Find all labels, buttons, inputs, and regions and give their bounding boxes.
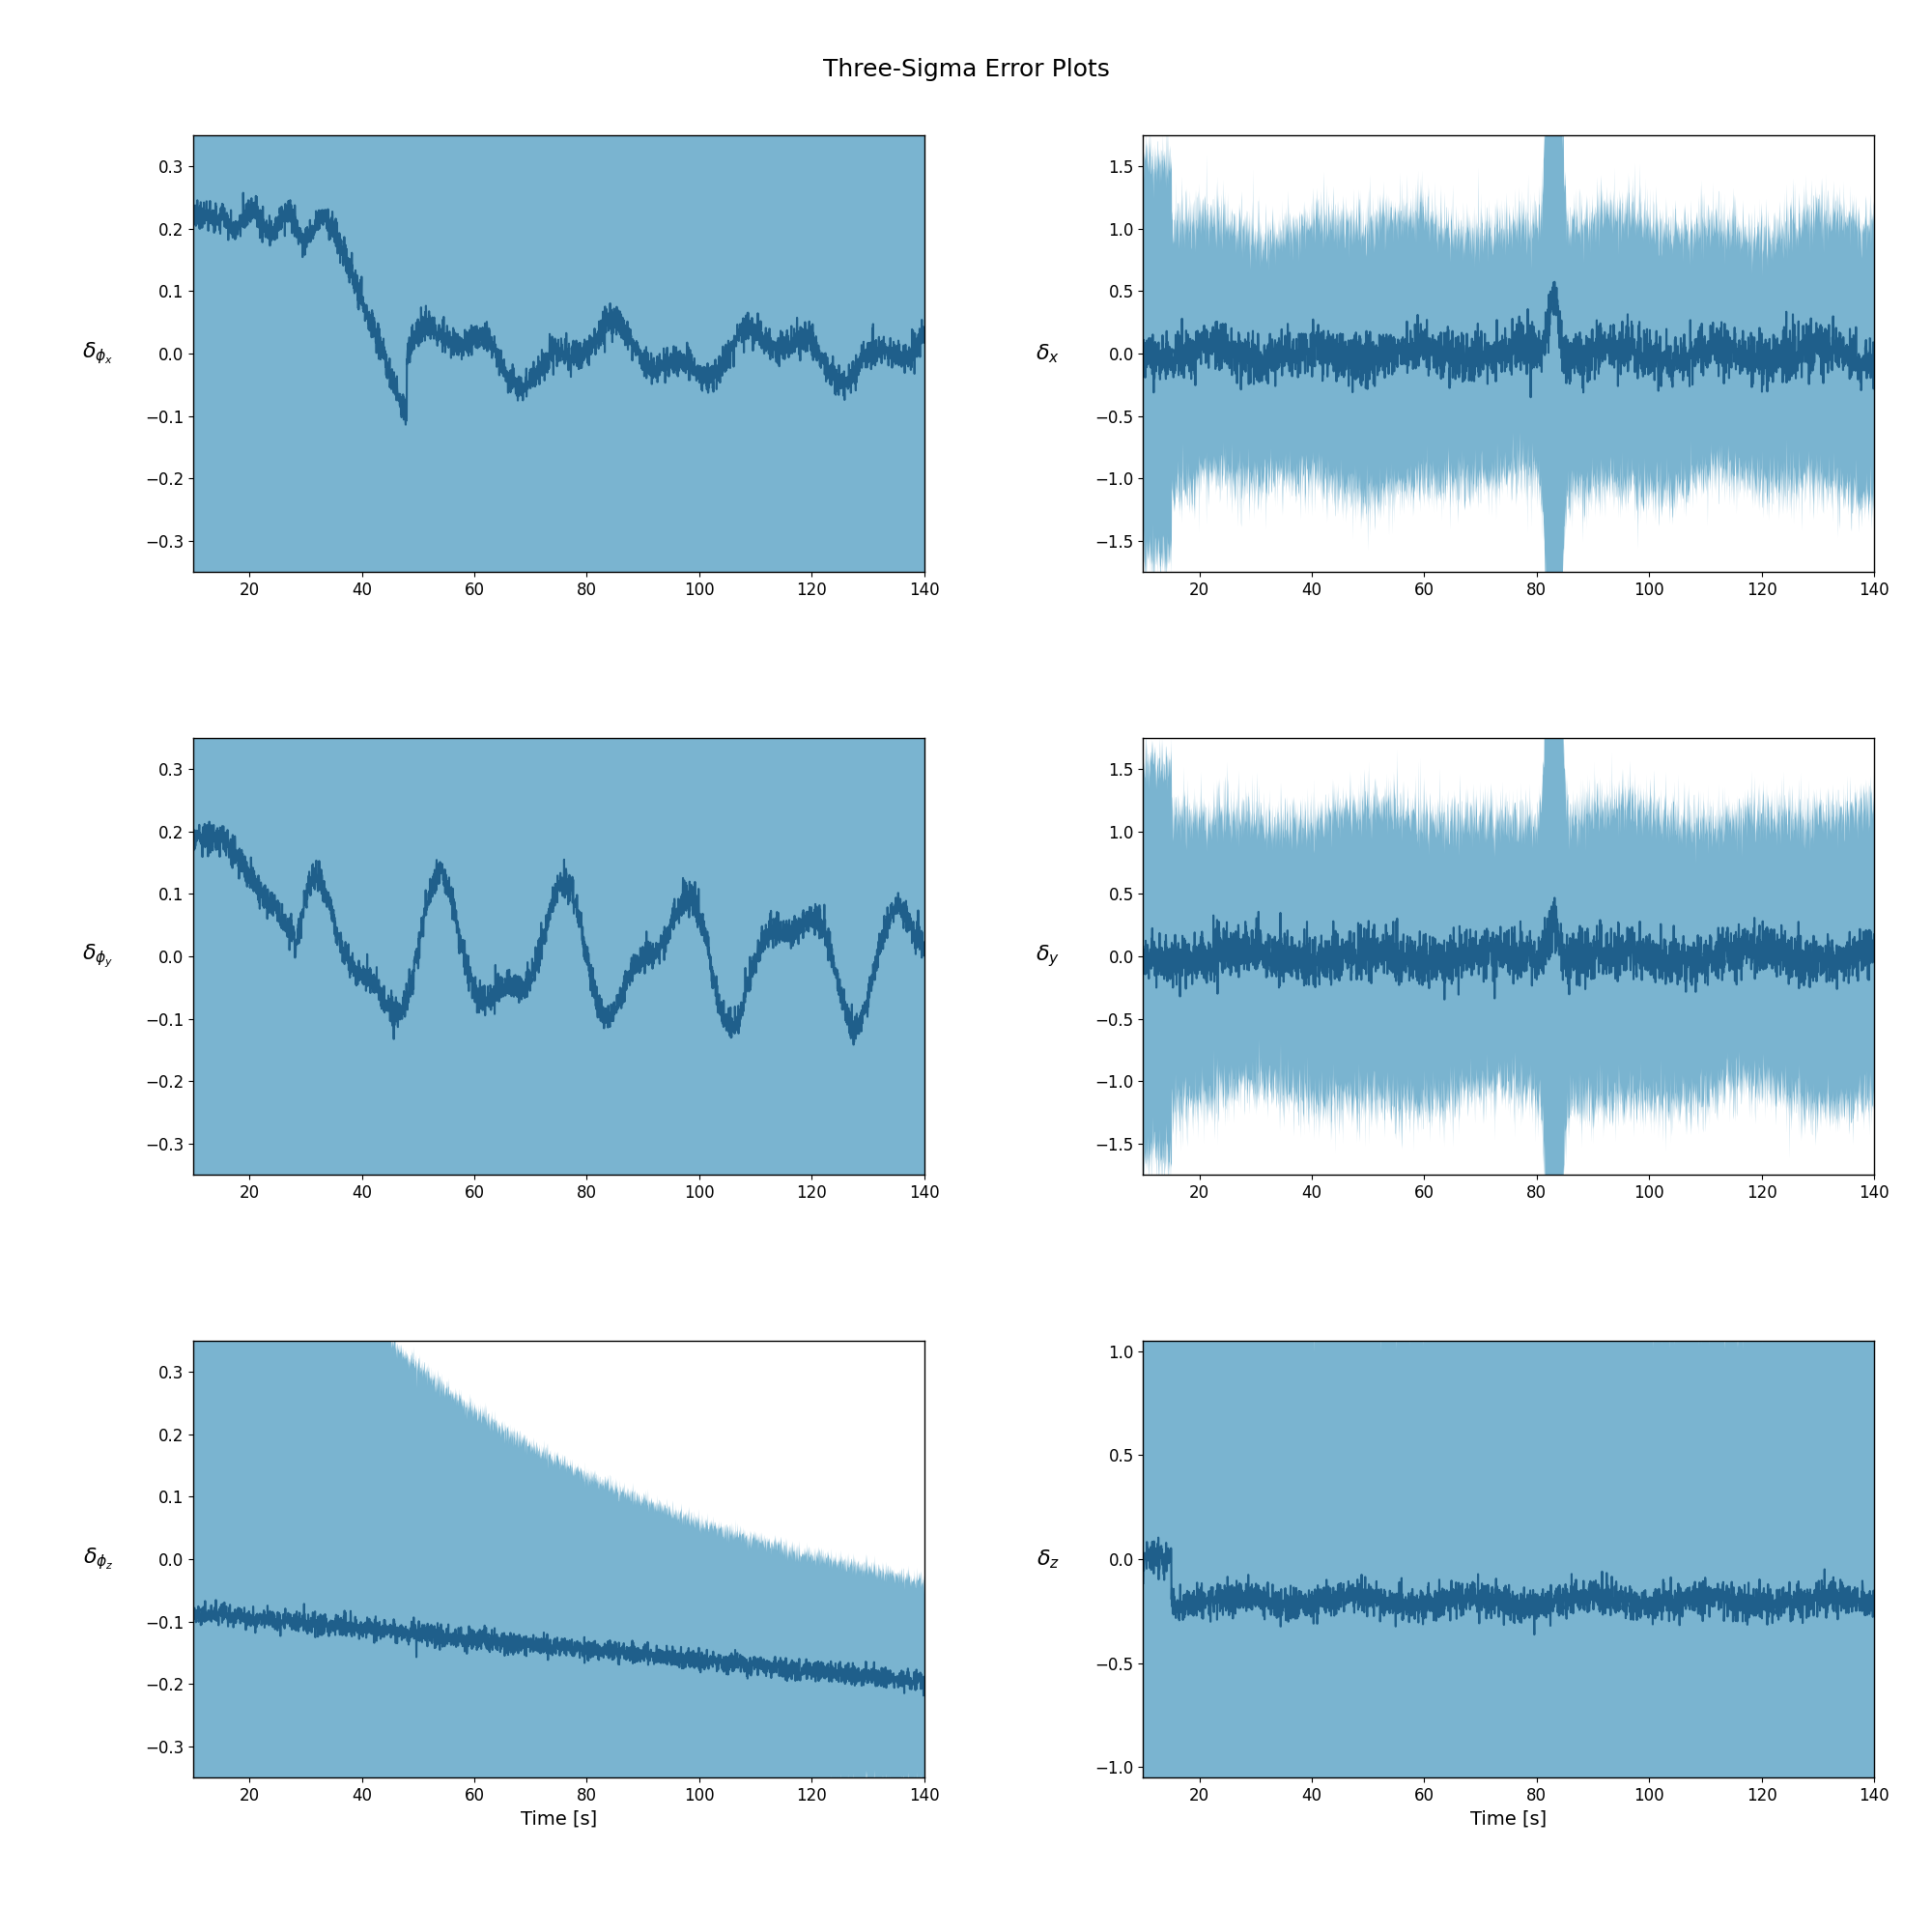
Y-axis label: $\delta_x$: $\delta_x$ (1036, 342, 1061, 365)
Y-axis label: $\delta_z$: $\delta_z$ (1036, 1548, 1059, 1571)
Text: Three-Sigma Error Plots: Three-Sigma Error Plots (823, 58, 1109, 81)
Y-axis label: $\delta_y$: $\delta_y$ (1036, 943, 1061, 970)
Y-axis label: $\delta_{\phi_x}$: $\delta_{\phi_x}$ (83, 340, 114, 367)
Y-axis label: $\delta_{\phi_z}$: $\delta_{\phi_z}$ (83, 1546, 114, 1573)
Y-axis label: $\delta_{\phi_y}$: $\delta_{\phi_y}$ (83, 943, 114, 970)
X-axis label: Time [s]: Time [s] (520, 1810, 597, 1828)
X-axis label: Time [s]: Time [s] (1470, 1810, 1548, 1828)
